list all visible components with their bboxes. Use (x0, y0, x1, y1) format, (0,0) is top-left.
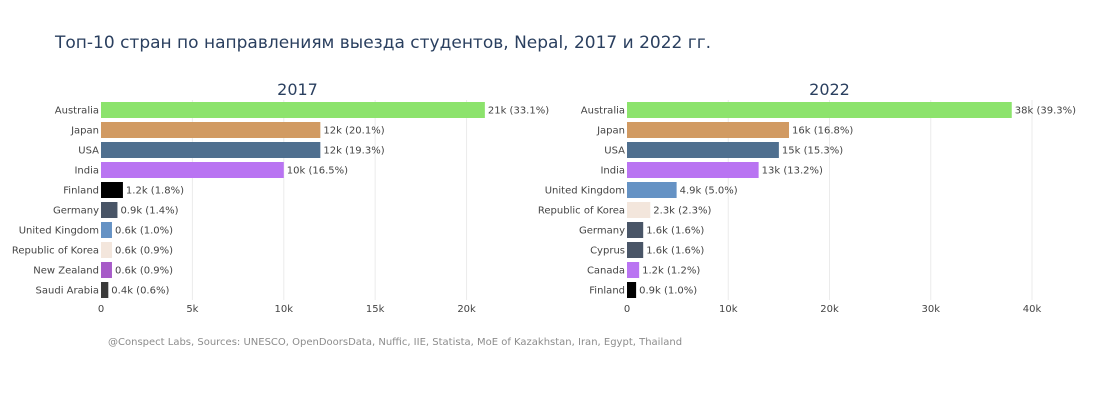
panel-1-category-label-9: Finland (589, 286, 625, 297)
panel-1-bar-4 (627, 182, 677, 198)
panel-0-bar-7 (101, 242, 112, 258)
panel-0-bar-5 (101, 202, 118, 218)
panel-1-category-label-8: Canada (587, 266, 625, 277)
panel-0-xtick-label-0: 0 (98, 304, 104, 315)
panel-1-bar-7 (627, 242, 644, 258)
panel-0-data-label-9: 0.4k (0.6%) (111, 286, 169, 297)
panel-1-bar-0 (627, 102, 1012, 118)
panel-0-category-label-7: Republic of Korea (12, 246, 99, 257)
panel-0-category-label-4: Finland (63, 186, 99, 197)
panel-0-category-label-5: Germany (53, 206, 99, 217)
panel-1-category-label-7: Cyprus (590, 246, 625, 257)
panel-0-category-label-8: New Zealand (33, 266, 99, 277)
panel-0-data-label-1: 12k (20.1%) (323, 126, 384, 137)
panel-0-category-label-1: Japan (70, 126, 99, 137)
panel-0-bar-6 (101, 222, 112, 238)
panel-1-data-label-8: 1.2k (1.2%) (642, 266, 700, 277)
panel-1-bar-8 (627, 262, 640, 278)
panel-0-title: 2017 (277, 80, 318, 99)
panel-1-data-label-2: 15k (15.3%) (782, 146, 843, 157)
panel-1-category-label-1: Japan (596, 126, 625, 137)
panel-0-data-label-8: 0.6k (0.9%) (115, 266, 173, 277)
panel-1-data-label-9: 0.9k (1.0%) (639, 286, 697, 297)
panel-0-data-label-3: 10k (16.5%) (287, 166, 348, 177)
panel-0-data-label-2: 12k (19.3%) (323, 146, 384, 157)
panel-1-data-label-1: 16k (16.8%) (792, 126, 853, 137)
panel-1-category-label-0: Australia (581, 106, 625, 117)
panel-1-xtick-label-4: 40k (1023, 304, 1042, 315)
panel-0-xtick-label-2: 10k (275, 304, 294, 315)
panel-1-category-label-5: Republic of Korea (538, 206, 625, 217)
panel-0-category-label-0: Australia (55, 106, 99, 117)
panel-0-xtick-label-3: 15k (366, 304, 385, 315)
panel-1-bar-9 (627, 282, 637, 298)
panel-1-data-label-6: 1.6k (1.6%) (646, 226, 704, 237)
panel-1-data-label-0: 38k (39.3%) (1015, 106, 1076, 117)
panel-1-bar-5 (627, 202, 651, 218)
panel-1-category-label-3: India (600, 166, 625, 177)
panel-0-bar-4 (101, 182, 123, 198)
panel-1-xtick-label-3: 30k (921, 304, 940, 315)
panel-0-data-label-5: 0.9k (1.4%) (120, 206, 178, 217)
panel-1-title: 2022 (809, 80, 850, 99)
panel-0-category-label-6: United Kingdom (19, 226, 99, 237)
panel-1-bar-3 (627, 162, 759, 178)
panel-1-bar-1 (627, 122, 789, 138)
panel-1-xtick-label-2: 20k (820, 304, 839, 315)
panel-0-data-label-4: 1.2k (1.8%) (126, 186, 184, 197)
panel-0-category-label-3: India (74, 166, 99, 177)
panel-1-data-label-4: 4.9k (5.0%) (680, 186, 738, 197)
panel-1-xtick-label-1: 10k (719, 304, 738, 315)
panel-0-data-label-6: 0.6k (1.0%) (115, 226, 173, 237)
panel-0-bar-0 (101, 102, 485, 118)
source-note: @Conspect Labs, Sources: UNESCO, OpenDoo… (108, 337, 683, 348)
panel-0-category-label-2: USA (78, 146, 99, 157)
panel-1-bar-2 (627, 142, 779, 158)
panel-1-category-label-4: United Kingdom (545, 186, 625, 197)
panel-1-data-label-3: 13k (13.2%) (762, 166, 823, 177)
chart-title: Топ-10 стран по направлениям выезда студ… (55, 33, 712, 53)
panel-0-xtick-label-1: 5k (186, 304, 198, 315)
panel-0-bar-3 (101, 162, 284, 178)
panel-1-category-label-2: USA (604, 146, 625, 157)
panel-0-bar-1 (101, 122, 321, 138)
panel-0-bar-9 (101, 282, 109, 298)
panel-1-xtick-label-0: 0 (624, 304, 630, 315)
panel-1-bar-6 (627, 222, 644, 238)
panel-0-xtick-label-4: 20k (457, 304, 476, 315)
panel-0-data-label-7: 0.6k (0.9%) (115, 246, 173, 257)
panel-1-data-label-7: 1.6k (1.6%) (646, 246, 704, 257)
panel-0-data-label-0: 21k (33.1%) (488, 106, 549, 117)
panel-0-category-label-9: Saudi Arabia (36, 286, 99, 297)
panel-0-bar-2 (101, 142, 321, 158)
panel-0-bar-8 (101, 262, 112, 278)
panel-1-data-label-5: 2.3k (2.3%) (653, 206, 711, 217)
panel-1-category-label-6: Germany (579, 226, 625, 237)
